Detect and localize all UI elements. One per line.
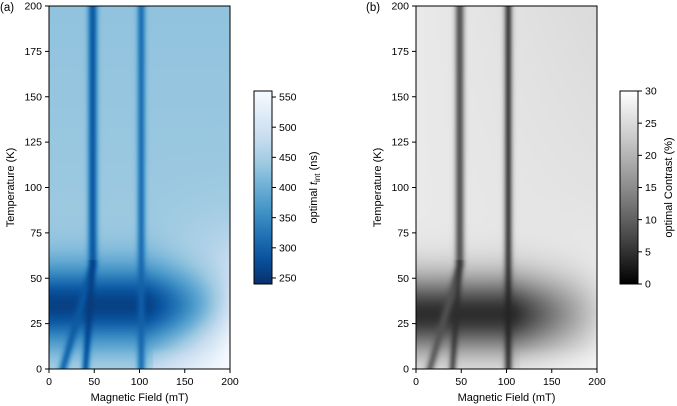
colorbar-a: 250 300 350 400 450 500 550 optimal tint (ns): [253, 90, 322, 285]
panel-b-ytick-label: 175: [391, 46, 409, 58]
panel-a-ytick-label: 200: [24, 1, 42, 13]
panel-a-xtick-label: 100: [131, 376, 149, 388]
panel-a-xtick-label: 0: [46, 376, 52, 388]
colorbar-b-fill: [620, 91, 638, 284]
panel-b-xticks: 0 50 100 150 200: [413, 369, 606, 388]
panel-a-heatmap: [49, 6, 230, 369]
colorbar-b-tick-label: 25: [645, 118, 657, 130]
colorbar-a-label-var: t: [308, 181, 320, 185]
panel-a-ytick-label: 100: [24, 182, 42, 194]
colorbar-a-label-sub: int: [313, 173, 322, 182]
colorbar-a-fill: [254, 91, 272, 284]
colorbar-b-tick-label: 0: [645, 279, 651, 291]
colorbar-a-tick-label: 450: [279, 152, 297, 164]
panel-b-heatmap: [416, 6, 597, 369]
colorbar-a-tick-label: 300: [279, 242, 297, 254]
panel-a-ytick-label: 125: [24, 137, 42, 149]
panel-a-xlabel: Magnetic Field (mT): [91, 392, 189, 404]
panel-b-ylabel: Temperature (K): [372, 148, 384, 227]
panel-a-xtick-label: 50: [88, 376, 100, 388]
panel-b-xtick-label: 50: [455, 376, 467, 388]
panel-b-ytick-label: 150: [391, 91, 409, 103]
panel-b-ytick-label: 25: [397, 318, 409, 330]
colorbar-b-tick-label: 15: [645, 182, 657, 194]
panel-a: (a) 0 50 100 150 200 0255075100125150175200 …: [0, 1, 239, 404]
panel-a-ylabel: Temperature (K): [5, 148, 17, 227]
colorbar-b: 0 5 10 15 20 25 30 optimal Contrast (%): [619, 86, 675, 291]
colorbar-a-tick-label: 400: [279, 182, 297, 194]
colorbar-a-ticks: 250 300 350 400 450 500 550: [272, 92, 297, 285]
panel-a-ytick-label: 50: [30, 273, 42, 285]
panel-a-ytick-label: 75: [30, 227, 42, 239]
panel-b-ytick-label: 50: [397, 273, 409, 285]
colorbar-a-label-main: optimal: [308, 185, 320, 224]
panel-a-ytick-label: 25: [30, 318, 42, 330]
colorbar-a-tick-label: 250: [279, 273, 297, 285]
colorbar-a-tick-label: 550: [279, 92, 297, 104]
panel-b-ytick-label: 200: [391, 1, 409, 13]
panel-b-xtick-label: 150: [543, 376, 561, 388]
panel-b-xtick-label: 100: [498, 376, 516, 388]
colorbar-b-tick-label: 20: [645, 150, 657, 162]
panel-b-ytick-label: 125: [391, 137, 409, 149]
panel-b-xtick-label: 0: [413, 376, 419, 388]
colorbar-b-label: optimal Contrast (%): [663, 137, 675, 237]
panel-a-ytick-label: 150: [24, 91, 42, 103]
panel-a-yticks: 0 25 50 75 100 125 150 175 200: [24, 1, 49, 376]
panel-b-label: (b): [366, 2, 380, 14]
colorbar-b-tick-label: 5: [645, 246, 651, 258]
colorbar-b-ticks: 0 5 10 15 20 25 30: [638, 86, 657, 291]
panel-b: (b) 0 50 100 150 200 0255075100125150175200 …: [366, 1, 606, 404]
colorbar-a-label-unit: (ns): [308, 151, 320, 173]
panel-a-xtick-label: 200: [221, 376, 239, 388]
panel-b-ytick-label: 100: [391, 182, 409, 194]
colorbar-a-tick-label: 350: [279, 212, 297, 224]
colorbar-a-tick-label: 500: [279, 122, 297, 134]
colorbar-a-label: optimal tint (ns): [308, 151, 322, 223]
panel-a-xticks: 0 50 100 150 200: [46, 369, 239, 388]
panel-b-ytick-label: 0: [403, 364, 409, 376]
panel-a-ytick-label: 175: [24, 46, 42, 58]
panel-a-xtick-label: 150: [176, 376, 194, 388]
panel-b-xtick-label: 200: [588, 376, 606, 388]
panel-b-xlabel: Magnetic Field (mT): [458, 392, 556, 404]
panel-a-ytick-label: 0: [36, 364, 42, 376]
colorbar-b-tick-label: 10: [645, 214, 657, 226]
panel-b-yticks: 0 25 50 75 100 125 150 175 200: [391, 1, 416, 376]
colorbar-b-tick-label: 30: [645, 86, 657, 98]
panel-a-label: (a): [0, 2, 14, 14]
panel-b-ytick-label: 75: [397, 227, 409, 239]
